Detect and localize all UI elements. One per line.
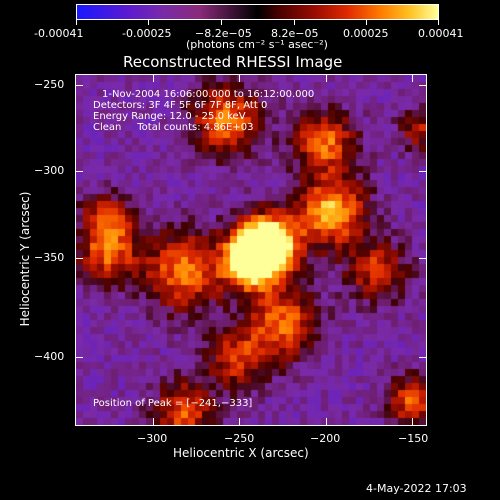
x-tick [412,418,413,425]
x-tick-label: −200 [310,432,341,445]
colorbar-tick-label: 0.00025 [343,27,389,40]
x-tick-label: −250 [224,432,255,445]
colorbar-tick-label: −8.2e−05 [195,27,252,40]
annotation-clean: Clean Total counts: 4.86E+03 [93,122,254,133]
colorbar-tick [221,20,222,25]
x-tick [412,75,413,82]
x-tick-label: −150 [398,432,429,445]
annotation-time: 1-Nov-2004 16:06:00.000 to 16:12:00.000 [102,89,315,100]
x-tick [239,75,240,82]
colorbar-tick [294,20,295,25]
heatmap-plot: 1-Nov-2004 16:06:00.000 to 16:12:00.000 … [75,74,427,426]
x-tick-label: −300 [137,432,168,445]
x-tick [239,418,240,425]
y-tick [76,258,83,259]
colorbar-tick [148,20,149,25]
plot-title: Reconstructed RHESSI Image [123,53,343,71]
footer-timestamp: 4-May-2022 17:03 [366,482,467,495]
heatmap-image [76,75,426,425]
x-tick [153,75,154,82]
y-tick [419,171,426,172]
y-tick [76,85,83,86]
x-axis-label: Heliocentric X (arcsec) [173,446,309,460]
annotation-peak: Position of Peak = [−241,−333] [93,398,253,409]
colorbar [76,4,439,20]
y-tick [76,357,83,358]
colorbar-tick-label: -0.00041 [34,27,84,40]
y-tick-label: −250 [34,78,65,91]
annotation-energy: Energy Range: 12.0 - 25.0 keV [93,111,246,122]
x-tick [153,418,154,425]
colorbar-tick-label: -0.00025 [122,27,172,40]
colorbar-tick-label: 0.00041 [418,27,464,40]
annotation-detectors: Detectors: 3F 4F 5F 6F 7F 8F, Att 0 [93,100,268,111]
y-tick-label: −300 [34,164,65,177]
y-tick-label: −350 [34,251,65,264]
colorbar-ticks [0,20,500,28]
colorbar-tick [366,20,367,25]
x-tick [326,418,327,425]
colorbar-tick [438,20,439,25]
y-tick [76,171,83,172]
colorbar-tick [76,20,77,25]
colorbar-units: (photons cm⁻² s⁻¹ asec⁻²) [186,38,328,51]
y-tick-label: −400 [34,350,65,363]
x-tick [326,75,327,82]
y-tick [419,357,426,358]
y-axis-label: Heliocentric Y (arcsec) [18,191,32,327]
y-tick [419,85,426,86]
colorbar-tick-label: 8.2e−05 [271,27,319,40]
y-tick [419,258,426,259]
